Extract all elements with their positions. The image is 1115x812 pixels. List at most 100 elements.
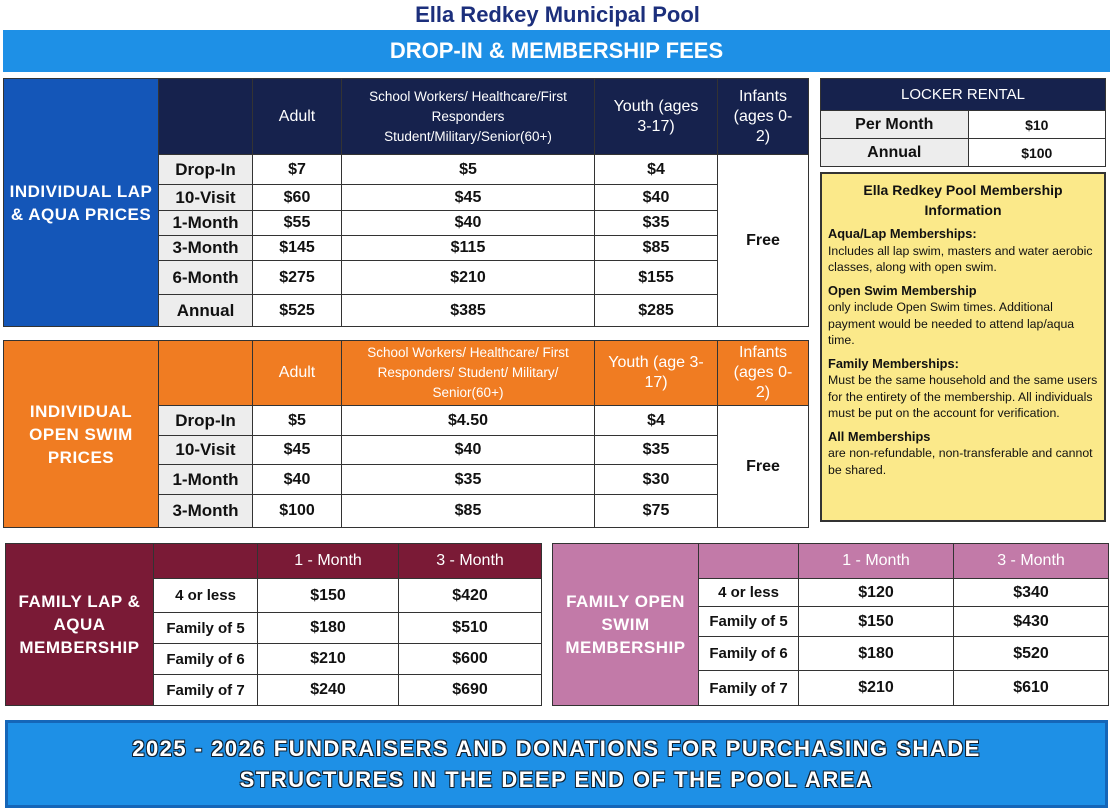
price-cell: $45 bbox=[341, 184, 595, 211]
price-cell: $5 bbox=[252, 405, 342, 436]
column-header: Infants (ages 0-2) bbox=[717, 340, 809, 406]
row-label: Family of 6 bbox=[698, 636, 799, 671]
price-cell: $240 bbox=[257, 674, 399, 706]
price-cell: $510 bbox=[398, 612, 542, 644]
info-section: Open Swim Membership only include Open Sw… bbox=[828, 283, 1098, 349]
price-cell: $75 bbox=[594, 494, 718, 528]
column-header: School Workers/ Healthcare/First Respond… bbox=[341, 78, 595, 155]
row-label: 4 or less bbox=[153, 578, 258, 613]
column-header: 1 - Month bbox=[257, 543, 399, 579]
price-cell: $210 bbox=[341, 260, 595, 295]
row-label: Drop-In bbox=[158, 154, 253, 185]
row-label: 10-Visit bbox=[158, 435, 253, 465]
price-cell: $85 bbox=[341, 494, 595, 528]
price-cell: $120 bbox=[798, 578, 954, 607]
price-cell: $525 bbox=[252, 294, 342, 327]
price-cell: $285 bbox=[594, 294, 718, 327]
section-label: FAMILY OPEN SWIM MEMBERSHIP bbox=[552, 543, 699, 706]
fees-banner: DROP-IN & MEMBERSHIP FEES bbox=[3, 30, 1110, 72]
info-section: Aqua/Lap Memberships: Includes all lap sw… bbox=[828, 226, 1098, 276]
price-cell: $30 bbox=[594, 464, 718, 495]
table-row: 3-Month $100 $85 $75 bbox=[4, 494, 809, 528]
price-cell: $180 bbox=[257, 612, 399, 644]
price-cell: $155 bbox=[594, 260, 718, 295]
lap-aqua-table: INDIVIDUAL LAP & AQUA PRICES Adult School … bbox=[3, 78, 809, 327]
column-header: Infants (ages 0-2) bbox=[717, 78, 809, 155]
row-label: Drop-In bbox=[158, 405, 253, 436]
price-cell: $40 bbox=[341, 435, 595, 465]
column-header: 1 - Month bbox=[798, 543, 954, 579]
locker-header: LOCKER RENTAL bbox=[820, 78, 1106, 111]
column-header: Adult bbox=[252, 78, 342, 155]
column-header: Youth (ages 3-17) bbox=[594, 78, 718, 155]
price-cell: $210 bbox=[798, 670, 954, 706]
info-title: Ella Redkey Pool Membership Information bbox=[863, 182, 1063, 218]
row-label: 1-Month bbox=[158, 464, 253, 495]
section-label: FAMILY LAP & AQUA MEMBERSHIP bbox=[5, 543, 154, 706]
open-swim-table: INDIVIDUAL OPEN SWIM PRICES Adult School W… bbox=[3, 340, 809, 528]
price-cell: $35 bbox=[594, 435, 718, 465]
table-row: Annual $100 bbox=[820, 138, 1107, 167]
info-heading: All Memberships bbox=[828, 428, 931, 444]
column-header: Adult bbox=[252, 340, 342, 406]
header-blank bbox=[158, 78, 253, 155]
price-cell: $115 bbox=[341, 235, 595, 261]
price-cell: $100 bbox=[252, 494, 342, 528]
table-row: Annual $525 $385 $285 bbox=[4, 294, 809, 327]
price-cell: $385 bbox=[341, 294, 595, 327]
price-cell: $40 bbox=[341, 210, 595, 236]
price-cell: $180 bbox=[798, 636, 954, 671]
section-label: INDIVIDUAL OPEN SWIM PRICES bbox=[3, 340, 159, 528]
row-label: 4 or less bbox=[698, 578, 799, 607]
price-cell: $40 bbox=[594, 184, 718, 211]
table-row: 10-Visit $60 $45 $40 bbox=[4, 184, 809, 211]
price-cell: $60 bbox=[252, 184, 342, 211]
price-cell: $430 bbox=[953, 606, 1109, 637]
row-label: Family of 6 bbox=[153, 643, 258, 675]
info-heading: Family Memberships: bbox=[828, 355, 959, 371]
row-label: Family of 7 bbox=[153, 674, 258, 706]
section-label: INDIVIDUAL LAP & AQUA PRICES bbox=[3, 78, 159, 327]
table-row: 1-Month $55 $40 $35 bbox=[4, 210, 809, 236]
header-blank bbox=[698, 543, 799, 579]
table-row: 4 or less $150 $420 bbox=[6, 578, 542, 613]
price-cell: $40 bbox=[252, 464, 342, 495]
price-cell: $150 bbox=[257, 578, 399, 613]
row-label: Family of 5 bbox=[153, 612, 258, 644]
price-cell: $690 bbox=[398, 674, 542, 706]
fundraiser-banner: 2025 - 2026 FUNDRAISERS AND DONATIONS FO… bbox=[5, 720, 1108, 808]
header-row: INDIVIDUAL LAP & AQUA PRICES Adult School … bbox=[3, 78, 809, 327]
row-label: 10-Visit bbox=[158, 184, 253, 211]
header-blank bbox=[153, 543, 258, 579]
price-cell: $45 bbox=[252, 435, 342, 465]
row-label: 6-Month bbox=[158, 260, 253, 295]
column-header: Youth (age 3-17) bbox=[594, 340, 718, 406]
info-text: Must be the same household and the same … bbox=[828, 373, 1098, 420]
price-cell: $600 bbox=[398, 643, 542, 675]
price-cell: $340 bbox=[953, 578, 1109, 607]
price-cell: $5 bbox=[341, 154, 595, 185]
price-cell: $150 bbox=[798, 606, 954, 637]
fundraiser-line-2: STRUCTURES IN THE DEEP END OF THE POOL A… bbox=[239, 767, 874, 792]
price-cell: $145 bbox=[252, 235, 342, 261]
price-cell: $4 bbox=[594, 154, 718, 185]
info-text: only include Open Swim times. Additional… bbox=[828, 300, 1075, 347]
table-row: Family of 6 $180 $520 bbox=[553, 636, 1109, 671]
info-heading: Open Swim Membership bbox=[828, 282, 977, 298]
header-row: FAMILY OPEN SWIM MEMBERSHIP 1 - Month 3 - … bbox=[552, 543, 1109, 706]
price-cell: $610 bbox=[953, 670, 1109, 706]
header-row: INDIVIDUAL OPEN SWIM PRICES Adult School W… bbox=[3, 340, 809, 528]
price-cell: $4 bbox=[594, 405, 718, 436]
price-cell: $35 bbox=[341, 464, 595, 495]
price-cell: $420 bbox=[398, 578, 542, 613]
price-cell: $85 bbox=[594, 235, 718, 261]
row-label: Family of 5 bbox=[698, 606, 799, 637]
price-cell: $55 bbox=[252, 210, 342, 236]
price-cell: $520 bbox=[953, 636, 1109, 671]
header-row: FAMILY LAP & AQUA MEMBERSHIP 1 - Month 3 -… bbox=[5, 543, 542, 706]
table-row: Per Month $10 bbox=[820, 110, 1107, 139]
price-cell: $10 bbox=[967, 110, 1107, 139]
column-header: 3 - Month bbox=[953, 543, 1109, 579]
info-text: are non-refundable, non-transferable and… bbox=[828, 446, 1093, 477]
row-label: 3-Month bbox=[158, 494, 253, 528]
